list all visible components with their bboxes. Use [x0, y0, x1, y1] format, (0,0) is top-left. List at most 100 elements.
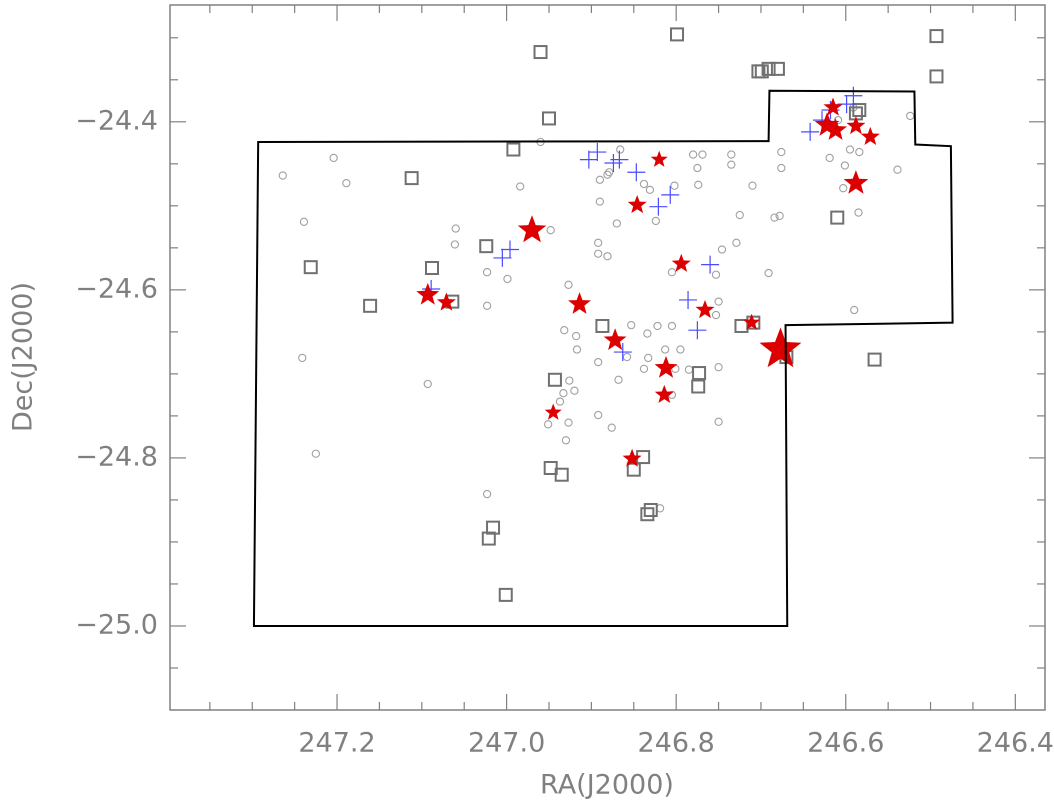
x-tick-label: 247.0 [468, 728, 545, 759]
star-point [671, 253, 691, 272]
star-point [695, 300, 715, 319]
circle-point [605, 168, 614, 177]
plus-point [613, 343, 632, 362]
plus-point [493, 248, 512, 267]
star-point [603, 328, 627, 350]
circle-point [661, 345, 670, 354]
square-point [303, 260, 318, 275]
star-point [654, 356, 678, 378]
circle-point [732, 238, 741, 247]
square-point [533, 45, 548, 60]
circle-point [570, 386, 579, 395]
circle-point [684, 365, 694, 374]
star-point [843, 170, 869, 194]
circle-point [850, 305, 859, 315]
y-tick-label: −24.8 [75, 441, 158, 472]
circle-point [564, 418, 573, 427]
circle-point [644, 353, 653, 363]
square-point [643, 503, 658, 518]
circle-point [559, 389, 568, 398]
square-point [595, 318, 610, 333]
circle-point [627, 320, 636, 330]
x-tick-label: 246.8 [638, 728, 715, 759]
plus-point [610, 150, 629, 169]
plus-point [588, 143, 607, 162]
circle-point [503, 274, 512, 284]
star-point [743, 313, 761, 330]
x-tick-label: 246.6 [807, 728, 884, 759]
circle-point [603, 170, 612, 179]
square-point [770, 61, 785, 76]
y-axis-label: Dec(J2000) [8, 282, 39, 432]
circle-point [775, 211, 784, 221]
circle-point [727, 160, 736, 169]
plus-point [801, 122, 820, 141]
star-point [654, 384, 674, 403]
circle-point [482, 268, 492, 277]
square-point [541, 111, 556, 126]
plus-point [649, 197, 668, 216]
square-point [691, 379, 706, 394]
circle-point [616, 145, 625, 154]
square-point [626, 462, 641, 477]
star-point [416, 282, 440, 305]
circle-point [342, 178, 351, 188]
circle-point [614, 375, 623, 384]
square-point [506, 142, 521, 157]
circle-point [667, 321, 677, 331]
circle-point [311, 449, 320, 458]
circle-point [639, 179, 649, 189]
plot-frame [169, 4, 1046, 711]
square-point [547, 372, 562, 387]
circle-point [670, 181, 679, 190]
circle-point [727, 150, 736, 159]
star-point [814, 112, 840, 136]
circle-point [639, 364, 649, 373]
footprint-outline [252, 89, 954, 627]
plus-point [627, 163, 646, 182]
square-point [363, 298, 378, 313]
star-point [824, 118, 847, 140]
circle-point [854, 208, 863, 217]
circle-point [450, 240, 460, 249]
circle-point [329, 153, 338, 163]
circle-point [451, 224, 460, 233]
plus-point [701, 255, 720, 274]
square-point [424, 261, 439, 276]
square-point [640, 507, 655, 522]
circle-point [667, 268, 677, 277]
circle-point [694, 180, 703, 189]
square-point [852, 103, 867, 118]
circle-point [516, 182, 525, 191]
circle-point [676, 345, 685, 354]
star-point [860, 126, 880, 145]
y-tick-label: −24.4 [75, 105, 158, 136]
star-point [517, 215, 547, 243]
circle-point [571, 331, 581, 341]
circle-point [714, 363, 723, 372]
square-point [481, 531, 496, 546]
star-point [627, 195, 647, 214]
circle-point [482, 489, 492, 499]
circle-point [565, 376, 574, 385]
circle-point [777, 147, 786, 157]
square-point [670, 27, 685, 42]
circle-point [482, 301, 492, 310]
star-point [823, 97, 843, 116]
circle-point [839, 184, 848, 193]
square-point [867, 352, 882, 367]
square-point [830, 210, 845, 225]
square-point [479, 239, 494, 254]
star-point [544, 403, 562, 420]
circle-point [653, 321, 662, 331]
circle-point [298, 353, 307, 363]
circle-point [688, 150, 698, 159]
y-tick-label: −25.0 [75, 609, 158, 640]
circle-point [555, 397, 565, 406]
plus-point [844, 86, 863, 105]
square-point [486, 520, 501, 535]
circle-point [698, 150, 707, 159]
star-point [846, 116, 866, 135]
plus-point [837, 95, 856, 114]
circle-point [825, 153, 834, 163]
